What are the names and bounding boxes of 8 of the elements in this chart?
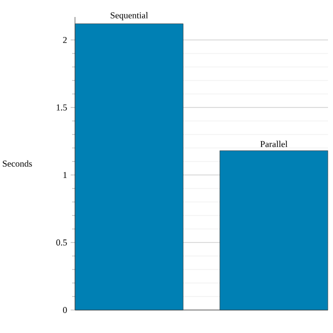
x-tick-label: Parallel bbox=[260, 140, 288, 148]
x-tick-label: Sequential bbox=[110, 12, 148, 20]
y-tick-label: 1 bbox=[63, 172, 67, 178]
y-tick-label: 0.5 bbox=[56, 239, 67, 246]
y-tick-label: 1.5 bbox=[56, 104, 67, 110]
y-tick-label: 0 bbox=[63, 306, 67, 314]
y-axis-title: Seconds bbox=[2, 160, 32, 167]
y-tick-label: 2 bbox=[63, 36, 67, 43]
